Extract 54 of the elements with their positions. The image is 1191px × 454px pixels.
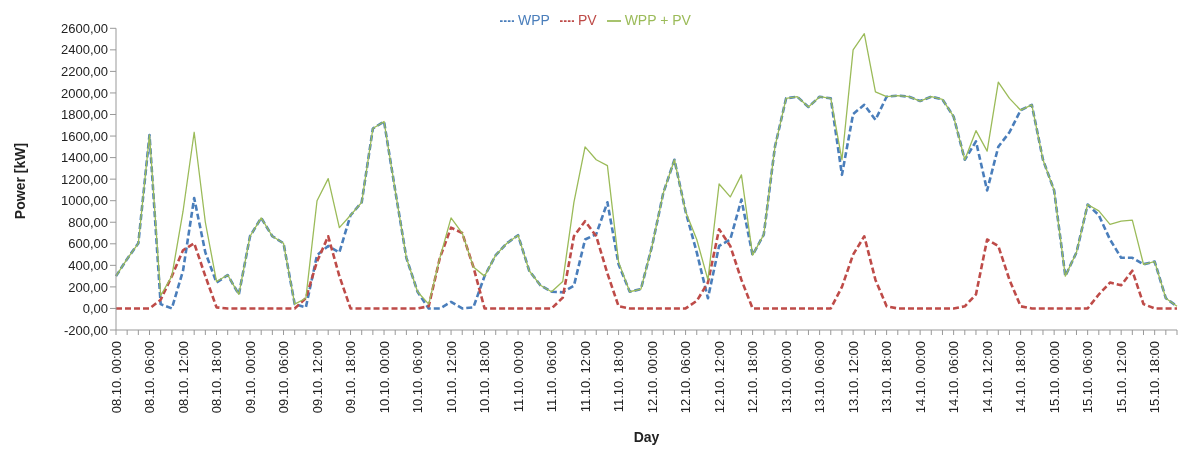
x-tick-label: 10.10. 12:00 <box>443 341 459 414</box>
x-tick-label: 15.10. 00:00 <box>1046 341 1062 414</box>
x-tick-label: 09.10. 00:00 <box>242 341 258 414</box>
x-tick-label: 14.10. 06:00 <box>946 341 962 414</box>
y-tick-label: 400,00 <box>68 257 108 273</box>
y-tick-label: 1400,00 <box>61 150 108 166</box>
y-tick-label: 1600,00 <box>61 128 108 144</box>
x-tick-label: 11.10. 00:00 <box>510 341 526 413</box>
x-tick-label: 15.10. 12:00 <box>1113 341 1129 414</box>
x-tick-label: 12.10. 00:00 <box>644 341 660 414</box>
y-tick-label: 2400,00 <box>61 42 108 58</box>
x-tick-label: 08.10. 18:00 <box>209 341 225 414</box>
x-tick-label: 11.10. 12:00 <box>577 341 593 413</box>
x-tick-label: 08.10. 06:00 <box>142 341 158 414</box>
y-tick-label: 2600,00 <box>61 20 108 36</box>
y-tick-label: 800,00 <box>68 214 108 230</box>
x-tick-label: 15.10. 06:00 <box>1080 341 1096 414</box>
x-tick-label: 11.10. 06:00 <box>544 341 560 413</box>
x-tick-label: 08.10. 00:00 <box>108 341 124 414</box>
x-tick-label: 13.10. 00:00 <box>778 341 794 414</box>
y-tick-label: 200,00 <box>68 279 108 295</box>
x-tick-label: 12.10. 18:00 <box>745 341 761 414</box>
x-tick-label: 09.10. 06:00 <box>276 341 292 414</box>
x-tick-label: 09.10. 12:00 <box>309 341 325 414</box>
x-tick-label: 14.10. 18:00 <box>1013 341 1029 414</box>
y-tick-label: 2000,00 <box>61 85 108 101</box>
x-tick-label: 14.10. 00:00 <box>912 341 928 414</box>
y-tick-label: 1200,00 <box>61 171 108 187</box>
line-series <box>114 219 1179 310</box>
x-axis-title: Day <box>633 429 660 445</box>
y-tick-label: 600,00 <box>68 236 108 252</box>
x-tick-label: 14.10. 12:00 <box>979 341 995 414</box>
legend-label: PV <box>577 12 597 28</box>
x-tick-label: 09.10. 18:00 <box>343 341 359 414</box>
y-tick-label: 1000,00 <box>61 193 108 209</box>
y-tick-label: 2200,00 <box>61 64 108 80</box>
x-tick-label: 13.10. 18:00 <box>879 341 895 414</box>
x-tick-label: 13.10. 06:00 <box>812 341 828 414</box>
y-axis-title: Power [kW] <box>11 142 28 220</box>
x-tick-label: 08.10. 12:00 <box>175 341 191 414</box>
line-series <box>115 33 1178 307</box>
x-tick-label: 13.10. 12:00 <box>845 341 861 414</box>
x-tick-label: 12.10. 12:00 <box>711 341 727 414</box>
x-tick-label: 15.10. 18:00 <box>1147 341 1163 414</box>
y-tick-label: 1800,00 <box>61 107 108 123</box>
x-tick-label: 10.10. 00:00 <box>376 341 392 414</box>
x-tick-label: 10.10. 18:00 <box>477 341 493 414</box>
x-tick-label: 11.10. 18:00 <box>611 341 627 413</box>
y-tick-label: -200,00 <box>63 322 108 338</box>
legend-label: WPP <box>518 12 550 28</box>
x-tick-label: 12.10. 06:00 <box>678 341 694 414</box>
x-tick-label: 10.10. 06:00 <box>410 341 426 414</box>
legend-label: WPP + PV <box>624 12 691 28</box>
y-tick-label: 0,00 <box>82 301 108 317</box>
